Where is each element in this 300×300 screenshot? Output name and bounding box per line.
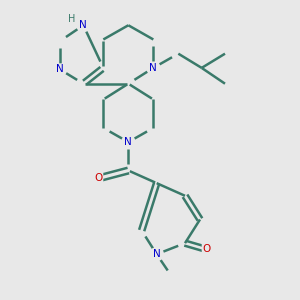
Text: N: N	[56, 64, 64, 74]
Text: H: H	[68, 14, 75, 24]
Text: N: N	[124, 137, 132, 147]
Text: N: N	[80, 20, 87, 30]
Text: N: N	[149, 63, 157, 73]
Text: O: O	[202, 244, 211, 254]
Text: O: O	[94, 173, 103, 183]
Text: N: N	[153, 249, 160, 259]
